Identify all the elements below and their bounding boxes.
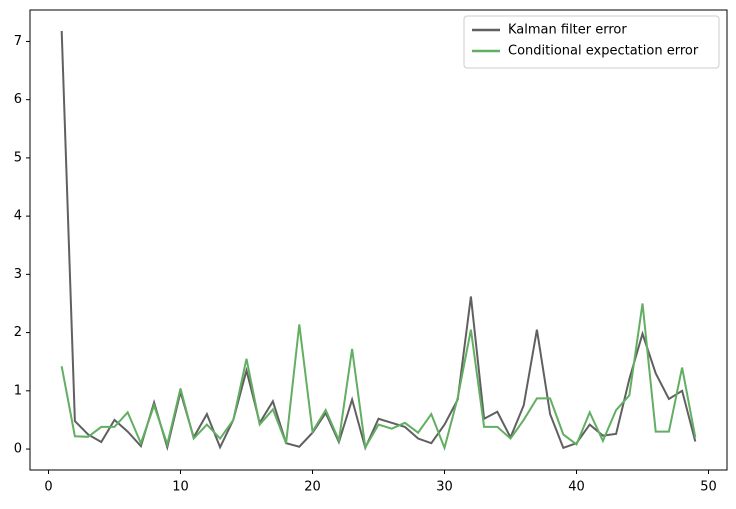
y-tick-label: 2 [14,325,22,340]
legend-label: Conditional expectation error [508,44,699,59]
series-line [60,303,697,452]
y-tick-label: 0 [14,442,22,457]
legend-box [463,15,720,69]
plot-frame [29,9,728,471]
y-tick-label: 3 [14,267,22,282]
x-tick-label: 30 [436,480,453,495]
y-tick-label: 7 [14,34,22,49]
x-tick-label: 10 [172,480,189,495]
x-tick-label: 50 [700,480,717,495]
y-tick-label: 4 [14,209,22,224]
series-line [60,30,697,452]
x-tick-label: 0 [44,480,52,495]
y-tick-label: 5 [14,150,22,165]
x-tick-label: 20 [304,480,321,495]
y-tick-label: 1 [14,383,22,398]
x-tick-label: 40 [568,480,585,495]
y-tick-label: 6 [14,92,22,107]
legend-label: Kalman filter error [508,23,627,38]
